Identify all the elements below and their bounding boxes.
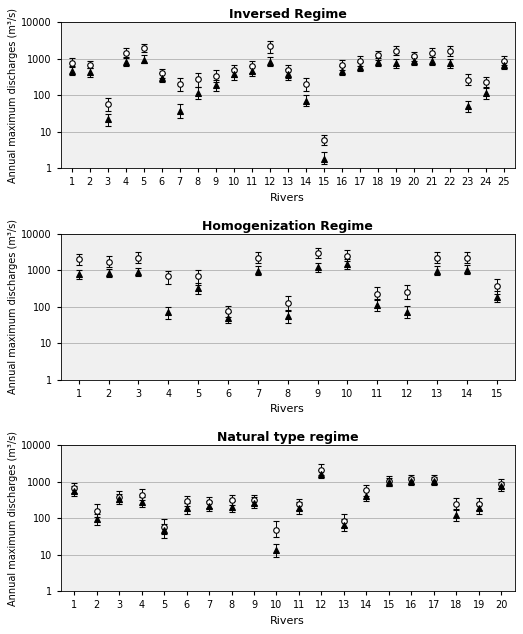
Y-axis label: Annual maximum discharges (m³/s): Annual maximum discharges (m³/s): [8, 8, 18, 183]
X-axis label: Rivers: Rivers: [270, 404, 305, 415]
X-axis label: Rivers: Rivers: [270, 193, 305, 203]
Title: Homogenization Regime: Homogenization Regime: [202, 219, 373, 233]
X-axis label: Rivers: Rivers: [270, 616, 305, 626]
Title: Natural type regime: Natural type regime: [217, 431, 359, 444]
Title: Inversed Regime: Inversed Regime: [229, 8, 347, 22]
Y-axis label: Annual maximum discharges (m³/s): Annual maximum discharges (m³/s): [8, 219, 18, 394]
Y-axis label: Annual maximum discharges (m³/s): Annual maximum discharges (m³/s): [8, 430, 18, 605]
